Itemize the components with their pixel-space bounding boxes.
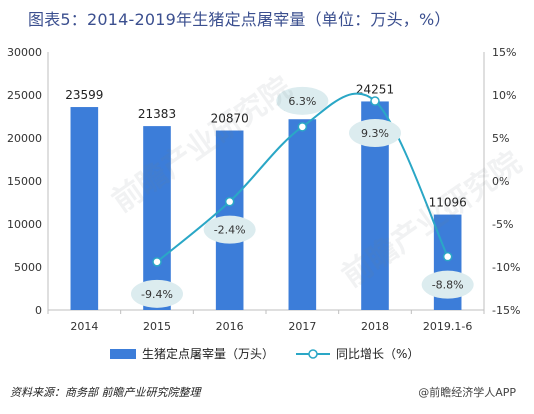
- bar-value-label: 23599: [65, 88, 103, 102]
- y-right-tick-label: -10%: [492, 261, 520, 274]
- x-tick-label: 2014: [70, 320, 98, 333]
- y-right-tick-label: 0%: [492, 175, 509, 188]
- publisher-logo: @前瞻经济学人APP: [418, 386, 516, 399]
- growth-point: [442, 251, 453, 262]
- growth-label-bubble: [421, 270, 474, 299]
- bar-value-label: 11096: [429, 196, 467, 210]
- growth-value-label: 9.3%: [361, 127, 389, 140]
- y-left-tick-label: 0: [35, 304, 42, 317]
- growth-point: [152, 257, 162, 267]
- growth-label-bubble: [203, 215, 256, 244]
- bar-value-label: 21383: [138, 107, 176, 121]
- y-right-tick-label: 5%: [492, 132, 509, 145]
- y-left-tick-label: 20000: [7, 132, 42, 145]
- growth-line: [156, 92, 449, 263]
- x-tick-label: 2018: [361, 320, 389, 333]
- legend-label-bar: 生猪定点屠宰量（万头）: [142, 346, 274, 361]
- growth-value-label: -8.8%: [432, 279, 464, 292]
- y-right-tick-label: 15%: [492, 46, 516, 59]
- y-left-tick-label: 10000: [7, 218, 42, 231]
- y-left-tick-label: 25000: [7, 89, 42, 102]
- x-tick-label: 2017: [288, 320, 316, 333]
- x-tick-label: 2016: [216, 320, 244, 333]
- growth-value-label: -2.4%: [214, 224, 246, 237]
- legend-swatch-bar: [110, 349, 136, 359]
- bar-value-label: 24251: [356, 82, 394, 96]
- bar: [70, 107, 99, 310]
- y-left-tick-label: 30000: [7, 46, 42, 59]
- growth-point: [370, 96, 380, 106]
- x-tick-label: 2015: [143, 320, 171, 333]
- chart-title: 图表5：2014-2019年生猪定点屠宰量（单位：万头，%）: [28, 10, 451, 29]
- y-left-tick-label: 5000: [14, 261, 42, 274]
- growth-value-label: -9.4%: [141, 288, 173, 301]
- y-right-tick-label: -15%: [492, 304, 520, 317]
- y-left-tick-label: 15000: [7, 175, 42, 188]
- growth-label-bubble: [131, 279, 183, 308]
- source-note: 资料来源：商务部 前瞻产业研究院整理: [10, 386, 201, 399]
- growth-point: [297, 122, 308, 132]
- growth-label-bubble: [276, 86, 329, 115]
- x-tick-label: 2019.1-6: [423, 320, 472, 333]
- growth-label-bubble: [349, 119, 401, 148]
- bar: [143, 126, 171, 310]
- legend-swatch-marker: [308, 349, 318, 359]
- legend-label-line: 同比增长（%）: [336, 347, 419, 361]
- bar-value-label: 20870: [211, 112, 249, 126]
- bar: [288, 119, 317, 310]
- y-right-tick-label: 10%: [492, 89, 516, 102]
- y-right-tick-label: -5%: [492, 218, 513, 231]
- growth-value-label: 6.3%: [288, 95, 316, 108]
- growth-point: [224, 196, 235, 207]
